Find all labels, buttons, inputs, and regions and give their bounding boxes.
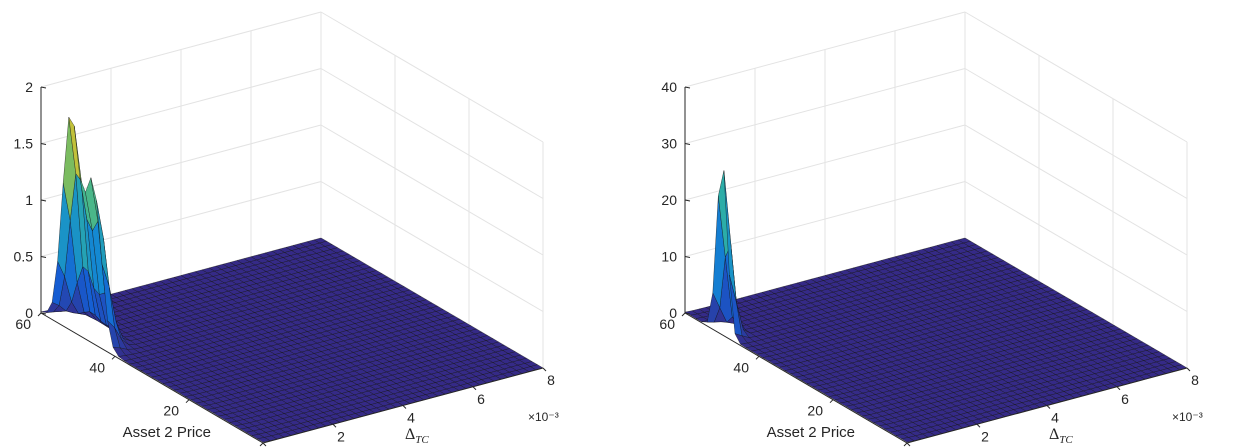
y-tick-label: 6 xyxy=(477,391,485,407)
z-tick xyxy=(684,256,691,258)
x-tick xyxy=(829,399,834,404)
z-tick xyxy=(684,86,691,89)
y-tick-label: 4 xyxy=(1051,410,1059,426)
grid-line xyxy=(964,124,1188,256)
x-tick-label: 40 xyxy=(733,359,749,375)
x-tick-label: 20 xyxy=(807,403,823,419)
x-tick xyxy=(37,312,42,317)
x-axis xyxy=(684,312,908,444)
z-tick xyxy=(40,256,47,258)
z-tick-label: 1 xyxy=(25,192,33,208)
axes-lines: 010203040020406002468×10⁻³ xyxy=(659,79,1202,448)
z-tick xyxy=(40,312,47,315)
y-tick xyxy=(262,442,267,447)
grid-line xyxy=(964,181,1188,312)
x-tick xyxy=(111,355,116,360)
y-axis-label: ΔTC xyxy=(1049,426,1073,446)
grid-line xyxy=(964,11,1188,143)
x-axis-label: Asset 2 Price xyxy=(767,424,855,441)
y-tick-label: 2 xyxy=(981,428,989,444)
y-tick-label: 4 xyxy=(407,410,415,426)
surface-patch xyxy=(901,437,915,443)
y-tick xyxy=(542,367,547,372)
z-tick-label: 40 xyxy=(661,79,677,95)
y-tick xyxy=(332,423,337,428)
grid-line xyxy=(964,68,1188,199)
z-tick-label: 20 xyxy=(661,192,677,208)
x-tick-label: 40 xyxy=(89,359,105,375)
z-tick-label: 0 xyxy=(25,305,33,321)
x-tick-label: 60 xyxy=(15,316,31,332)
grid-line xyxy=(320,68,544,199)
y-tick-label: 6 xyxy=(1121,391,1129,407)
z-tick-label: 10 xyxy=(661,249,677,265)
y-tick-label: 2 xyxy=(337,428,345,444)
y-tick xyxy=(472,386,477,391)
grid-line xyxy=(320,181,544,312)
z-tick xyxy=(684,312,691,315)
y-axis-label: ΔTC xyxy=(405,426,429,446)
x-tick xyxy=(681,312,686,317)
x-axis xyxy=(40,312,264,444)
z-tick xyxy=(684,143,691,145)
z-tick-label: 30 xyxy=(661,136,677,152)
grid-line xyxy=(320,124,544,256)
z-tick xyxy=(684,199,691,202)
x-tick xyxy=(185,399,190,404)
x-tick-label: 0 xyxy=(889,446,897,448)
z-tick xyxy=(40,86,47,89)
z-tick xyxy=(40,143,47,145)
x-axis-label: Asset 2 Price xyxy=(123,424,211,441)
x-tick xyxy=(903,442,908,447)
surface-patch xyxy=(256,437,271,443)
z-tick-label: 2 xyxy=(25,79,33,95)
y-multiplier: ×10⁻³ xyxy=(1172,410,1203,424)
y-multiplier: ×10⁻³ xyxy=(528,410,559,424)
y-tick xyxy=(1116,386,1121,391)
z-tick-label: 1.5 xyxy=(14,136,34,152)
axes-lines: 00.511.52020406002468×10⁻³ xyxy=(14,79,559,448)
y-tick xyxy=(906,442,911,447)
surface xyxy=(40,117,544,443)
x-tick-label: 60 xyxy=(659,316,675,332)
z-tick xyxy=(40,199,47,202)
x-tick xyxy=(259,442,264,447)
y-tick-label: 8 xyxy=(547,372,555,388)
grid-line xyxy=(320,11,544,143)
y-tick-label: 8 xyxy=(1191,372,1199,388)
z-tick-label: 0.5 xyxy=(14,249,34,265)
y-tick xyxy=(976,423,981,428)
x-tick-label: 20 xyxy=(163,403,179,419)
y-tick xyxy=(1046,405,1051,409)
z-tick-label: 0 xyxy=(669,305,677,321)
surface xyxy=(684,170,1188,443)
y-tick xyxy=(402,405,407,409)
x-tick-label: 0 xyxy=(245,446,253,448)
x-tick xyxy=(755,355,760,360)
y-tick xyxy=(1186,367,1191,372)
